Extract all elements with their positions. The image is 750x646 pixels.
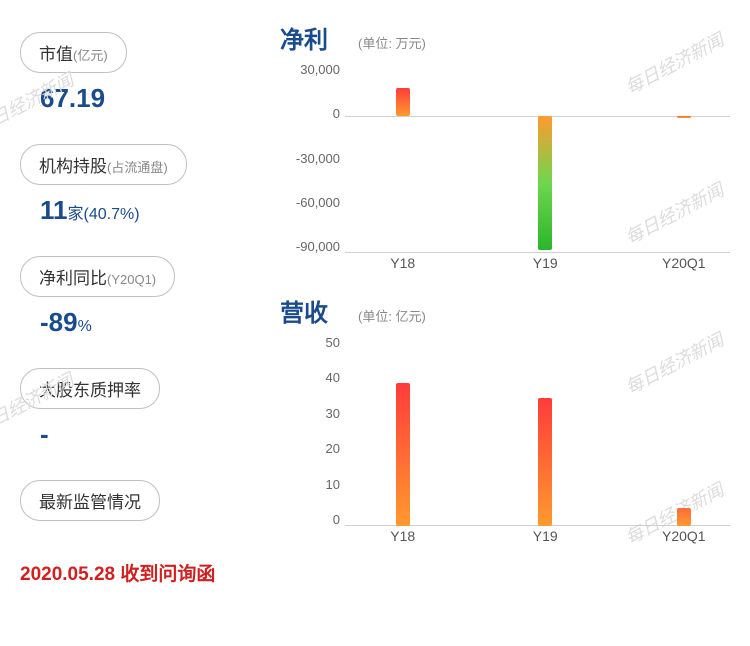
right-panel: 净利 (单位: 万元) 30,000 0 -30,000 -60,000 -90,000… <box>250 20 740 586</box>
y-axis: 50 40 30 20 10 0 <box>280 336 340 526</box>
x-tick-label: Y18 <box>390 255 415 271</box>
y-tick-label: -90,000 <box>280 240 340 253</box>
profit-chart: 净利 (单位: 万元) 30,000 0 -30,000 -60,000 -90,000… <box>280 20 740 273</box>
value-number: 11 <box>40 195 68 225</box>
stat-pill: 最新监管情况 <box>20 480 160 521</box>
value-number: -89 <box>40 307 78 337</box>
left-panel: 市值(亿元) 67.19 机构持股(占流通盘) 11家(40.7%) 净利同比(Y20Q… <box>20 20 250 586</box>
plot-area <box>345 70 730 253</box>
y-tick-label: 50 <box>280 336 340 349</box>
chart-unit: (单位: 万元) <box>358 33 426 52</box>
chart-unit: (单位: 亿元) <box>358 306 426 325</box>
y-tick-label: 40 <box>280 371 340 384</box>
x-tick-label: Y20Q1 <box>662 255 706 271</box>
value-extra: (40.7%) <box>84 206 140 223</box>
bar <box>396 383 410 526</box>
bar <box>538 398 552 526</box>
pill-label: 市值 <box>39 45 73 64</box>
chart-title: 营收 <box>280 293 328 328</box>
y-tick-label: -60,000 <box>280 196 340 209</box>
value-number: 67.19 <box>40 83 105 113</box>
stat-pill: 机构持股(占流通盘) <box>20 144 187 185</box>
bar <box>396 88 410 115</box>
y-tick-label: 0 <box>280 513 340 526</box>
x-axis: Y18 Y19 Y20Q1 <box>345 255 730 273</box>
pill-sub: (占流通盘) <box>107 160 168 175</box>
bar <box>677 116 691 118</box>
value-unit: 家 <box>68 206 84 223</box>
y-tick-label: 30,000 <box>280 63 340 76</box>
pill-label: 大股东质押率 <box>39 381 141 400</box>
x-axis: Y18 Y19 Y20Q1 <box>345 528 730 546</box>
pill-label: 最新监管情况 <box>39 493 141 512</box>
y-tick-label: 0 <box>280 107 340 120</box>
y-tick-label: -30,000 <box>280 152 340 165</box>
x-tick-label: Y20Q1 <box>662 528 706 544</box>
pill-label: 机构持股 <box>39 157 107 176</box>
bar <box>677 508 691 526</box>
y-axis: 30,000 0 -30,000 -60,000 -90,000 <box>280 63 340 253</box>
stat-value: -89% <box>40 307 250 338</box>
baseline <box>345 252 730 253</box>
revenue-chart: 营收 (单位: 亿元) 50 40 30 20 10 0 Y18 Y19 Y20Q1 <box>280 293 740 546</box>
y-tick-label: 10 <box>280 478 340 491</box>
stat-value: 67.19 <box>40 83 250 114</box>
pill-label: 净利同比 <box>39 269 107 288</box>
y-tick-label: 30 <box>280 407 340 420</box>
x-tick-label: Y18 <box>390 528 415 544</box>
main-container: 市值(亿元) 67.19 机构持股(占流通盘) 11家(40.7%) 净利同比(Y20Q… <box>0 0 750 586</box>
stat-pill: 市值(亿元) <box>20 32 127 73</box>
value-unit: % <box>78 318 92 335</box>
chart-title: 净利 <box>280 20 328 55</box>
x-tick-label: Y19 <box>533 255 558 271</box>
x-tick-label: Y19 <box>533 528 558 544</box>
stat-pill: 净利同比(Y20Q1) <box>20 256 175 297</box>
pill-sub: (亿元) <box>73 48 108 63</box>
stat-pill: 大股东质押率 <box>20 368 160 409</box>
bottom-note: 2020.05.28 收到问询函 <box>20 559 250 586</box>
value-number: - <box>40 419 49 449</box>
y-tick-label: 20 <box>280 442 340 455</box>
stat-value: 11家(40.7%) <box>40 195 250 226</box>
bar <box>538 116 552 250</box>
plot-area <box>345 343 730 526</box>
pill-sub: (Y20Q1) <box>107 272 156 287</box>
stat-value: - <box>40 419 250 450</box>
